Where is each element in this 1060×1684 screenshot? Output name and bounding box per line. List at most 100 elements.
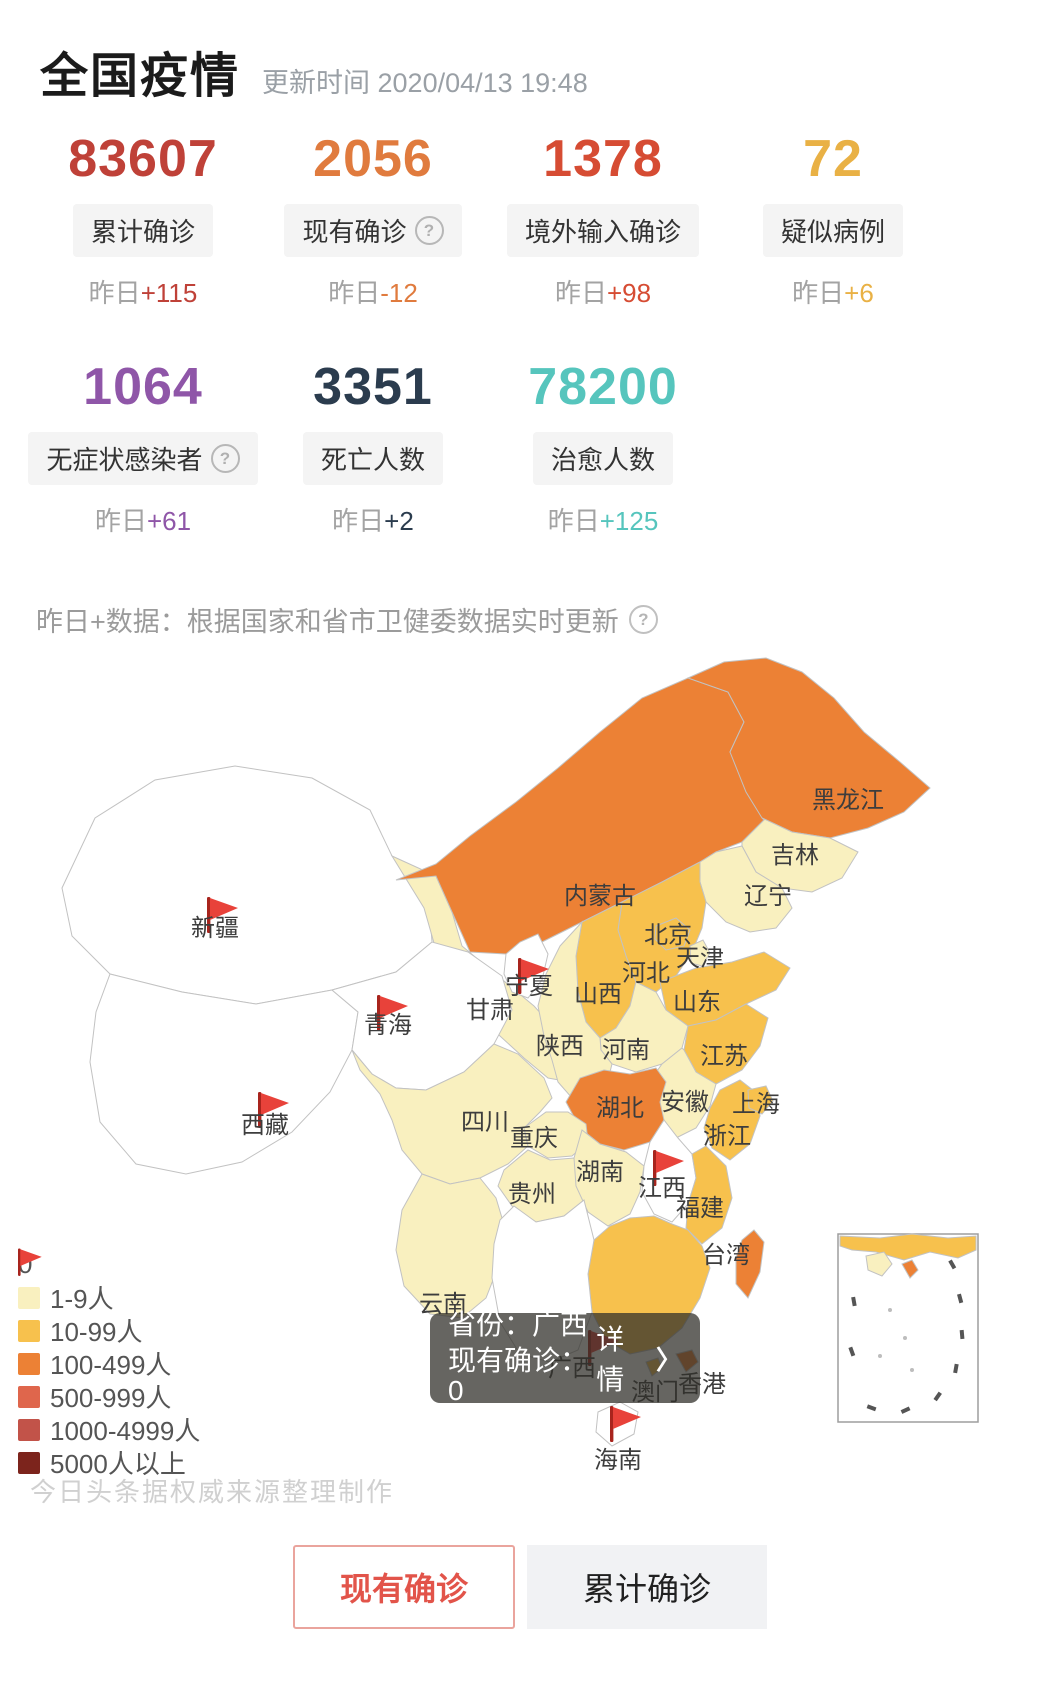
red-flag-icon <box>18 1248 42 1276</box>
stat-value: 78200 <box>528 358 678 416</box>
province-hunan[interactable] <box>573 1129 645 1227</box>
legend-swatch <box>18 1286 40 1309</box>
province-label: 山西 <box>574 981 622 1008</box>
legend-swatch <box>18 1385 40 1408</box>
province-label: 宁夏 <box>505 973 553 1000</box>
stat-label: 累计确诊 <box>72 204 213 257</box>
stat-label-text: 死亡人数 <box>320 445 425 475</box>
tooltip-confirmed: 现有确诊：0 <box>448 1345 589 1406</box>
province-label: 西藏 <box>241 1112 289 1139</box>
legend-swatch <box>18 1418 40 1441</box>
help-icon[interactable]: ? <box>628 605 658 634</box>
stat-delta: 昨日-12 <box>328 273 418 310</box>
stat-delta: 昨日+61 <box>95 501 191 538</box>
province-label: 甘肃 <box>466 997 514 1024</box>
stat-delta: 昨日+115 <box>89 273 198 310</box>
data-source-note: 昨日+数据：根据国家和省市卫健委数据实时更新 ? <box>36 600 658 639</box>
province-label: 上海 <box>732 1091 780 1118</box>
help-icon[interactable]: ? <box>210 444 240 473</box>
stat-value: 1378 <box>543 130 663 188</box>
province-label: 江苏 <box>700 1043 748 1070</box>
stat-label-text: 境外输入确诊 <box>524 217 681 247</box>
page-header: 全国疫情 更新时间 2020/04/13 19:48 <box>40 36 588 106</box>
delta-value: +6 <box>844 278 874 308</box>
province-taiwan[interactable] <box>735 1229 765 1299</box>
legend-item: 10-99人 <box>18 1314 200 1347</box>
south-china-sea-inset <box>837 1233 979 1423</box>
stat-label-text: 现有确诊 <box>302 217 407 247</box>
province-label: 内蒙古 <box>564 883 636 910</box>
stat-card-suspected: 72 疑似病例 昨日+6 <box>718 128 948 310</box>
province-label: 河南 <box>602 1037 650 1064</box>
stat-label: 现有确诊? <box>284 204 462 257</box>
province-label: 台湾 <box>702 1242 750 1269</box>
legend-label: 10-99人 <box>50 1317 143 1347</box>
stat-label-text: 无症状感染者 <box>46 445 203 475</box>
delta-value: +2 <box>384 506 414 536</box>
china-epidemic-map: 新疆 西藏 青海 甘肃 内蒙古 黑龙江 吉林 辽宁 河北 北京 天津 山西 山东… <box>0 650 1060 1510</box>
tooltip-detail-link[interactable]: 详情 〉 <box>596 1318 682 1398</box>
province-fujian[interactable] <box>685 1145 733 1245</box>
legend-item-zero: 0 <box>18 1248 200 1281</box>
stat-card-cured: 78200 治愈人数 昨日+125 <box>488 356 718 538</box>
province-label: 辽宁 <box>744 883 792 910</box>
province-label: 湖南 <box>576 1159 624 1186</box>
stat-value: 1064 <box>83 358 203 416</box>
province-beijing[interactable] <box>654 917 691 951</box>
stat-label: 无症状感染者? <box>28 432 258 485</box>
legend-label: 5000人以上 <box>50 1449 186 1479</box>
stat-label-text: 累计确诊 <box>90 217 195 247</box>
province-jilin[interactable] <box>741 817 859 893</box>
tooltip-lines: 省份：广西 现有确诊：0 <box>448 1310 596 1406</box>
province-label: 北京 <box>644 922 692 949</box>
map-legend: 0 1-9人 10-99人 100-499人 500-999人 1000-499… <box>18 1248 200 1479</box>
delta-prefix: 昨日 <box>328 278 381 308</box>
delta-prefix: 昨日 <box>332 506 385 536</box>
tab-cumulative-confirmed[interactable]: 累计确诊 <box>527 1545 767 1629</box>
delta-prefix: 昨日 <box>88 278 141 308</box>
stat-card-cumulative: 83607 累计确诊 昨日+115 <box>28 128 258 310</box>
province-label: 安徽 <box>661 1089 709 1116</box>
province-label: 浙江 <box>703 1123 751 1150</box>
stat-delta: 昨日+6 <box>792 273 874 310</box>
legend-swatch <box>18 1352 40 1375</box>
help-icon[interactable]: ? <box>414 216 444 245</box>
legend-item: 100-499人 <box>18 1347 200 1380</box>
province-xizang[interactable] <box>89 973 359 1175</box>
tooltip-province: 省份：广西 <box>448 1309 589 1340</box>
legend-item: 500-999人 <box>18 1380 200 1413</box>
province-yunnan[interactable] <box>395 1173 506 1319</box>
legend-swatch <box>18 1319 40 1342</box>
province-label: 海南 <box>594 1447 642 1474</box>
stat-label-text: 疑似病例 <box>780 217 885 247</box>
stat-label: 境外输入确诊 <box>506 204 699 257</box>
stat-label: 疑似病例 <box>762 204 903 257</box>
map-mode-tabs: 现有确诊 累计确诊 <box>0 1545 1060 1629</box>
stat-card-deaths: 3351 死亡人数 昨日+2 <box>258 356 488 538</box>
province-shanghai[interactable] <box>747 1085 774 1115</box>
nine-dash-line <box>848 1259 965 1414</box>
delta-prefix: 昨日 <box>792 278 845 308</box>
province-tianjin[interactable] <box>689 939 711 967</box>
update-time: 更新时间 2020/04/13 19:48 <box>262 68 588 98</box>
province-label: 福建 <box>676 1195 724 1222</box>
province-heilongjiang[interactable] <box>686 657 931 839</box>
stat-value: 2056 <box>313 130 433 188</box>
tab-current-confirmed[interactable]: 现有确诊 <box>293 1545 515 1629</box>
province-label: 黑龙江 <box>812 787 884 814</box>
province-xinjiang[interactable] <box>61 765 433 1005</box>
stat-value: 83607 <box>68 130 218 188</box>
stat-delta: 昨日+98 <box>555 273 651 310</box>
province-label: 湖北 <box>596 1095 644 1122</box>
stat-card-imported: 1378 境外输入确诊 昨日+98 <box>488 128 718 310</box>
legend-item: 1000-4999人 <box>18 1413 200 1446</box>
delta-value: +125 <box>599 506 659 536</box>
province-label: 青海 <box>364 1012 412 1039</box>
detail-link-text: 详情 <box>596 1324 625 1395</box>
province-zhejiang[interactable] <box>703 1079 761 1161</box>
page-title: 全国疫情 <box>40 50 241 103</box>
delta-value: +61 <box>146 506 192 536</box>
delta-prefix: 昨日 <box>94 506 147 536</box>
province-label: 贵州 <box>508 1181 556 1208</box>
note-text: 昨日+数据：根据国家和省市卫健委数据实时更新 <box>36 607 619 637</box>
